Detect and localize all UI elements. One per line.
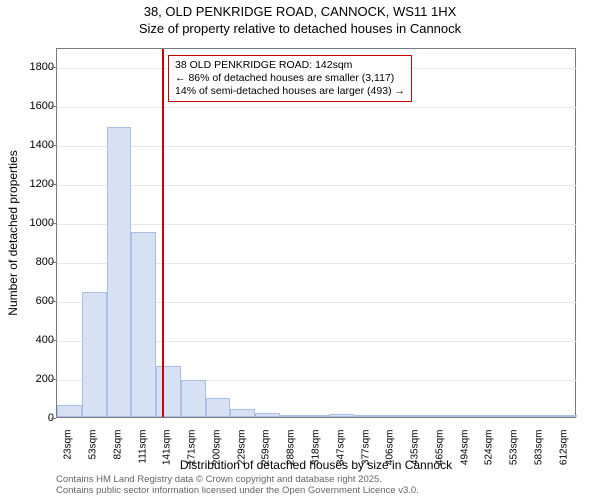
ytick-mark <box>51 379 56 380</box>
histogram-bar <box>379 415 404 417</box>
title-line-2: Size of property relative to detached ho… <box>0 21 600 38</box>
histogram-bar <box>527 415 552 417</box>
histogram-bar <box>428 415 453 417</box>
histogram-bar <box>404 415 429 417</box>
histogram-bar <box>329 414 354 417</box>
y-axis-label: Number of detached properties <box>6 48 26 418</box>
ytick-mark <box>51 262 56 263</box>
histogram-bar <box>503 415 528 417</box>
annotation-line-3: 14% of semi-detached houses are larger (… <box>175 85 405 98</box>
histogram-bar <box>131 232 156 417</box>
ytick-mark <box>51 301 56 302</box>
gridline <box>57 224 577 225</box>
ytick-mark <box>51 340 56 341</box>
footer-line-2: Contains public sector information licen… <box>56 485 419 496</box>
histogram-bar <box>57 405 82 417</box>
plot-area: 38 OLD PENKRIDGE ROAD: 142sqm ← 86% of d… <box>56 48 576 418</box>
histogram-bar <box>552 415 577 417</box>
annotation-line-1: 38 OLD PENKRIDGE ROAD: 142sqm <box>175 59 405 72</box>
histogram-bar <box>280 415 305 417</box>
annotation-line-2: ← 86% of detached houses are smaller (3,… <box>175 72 405 85</box>
footer-attribution: Contains HM Land Registry data © Crown c… <box>56 474 419 497</box>
gridline <box>57 146 577 147</box>
reference-line <box>162 49 164 417</box>
chart-titles: 38, OLD PENKRIDGE ROAD, CANNOCK, WS11 1H… <box>0 4 600 38</box>
histogram-bar <box>453 415 478 417</box>
x-axis-label: Distribution of detached houses by size … <box>56 458 576 472</box>
histogram-bar <box>305 415 330 417</box>
histogram-bar <box>478 415 503 417</box>
ytick-mark <box>51 418 56 419</box>
annotation-box: 38 OLD PENKRIDGE ROAD: 142sqm ← 86% of d… <box>168 55 412 102</box>
ytick-mark <box>51 67 56 68</box>
histogram-bar <box>181 380 206 417</box>
histogram-bar <box>354 415 379 417</box>
ytick-mark <box>51 145 56 146</box>
histogram-bar <box>82 292 107 417</box>
ytick-mark <box>51 223 56 224</box>
gridline <box>57 107 577 108</box>
histogram-bar <box>206 398 231 417</box>
histogram-bar <box>230 409 255 417</box>
histogram-bar <box>107 127 132 417</box>
property-size-histogram: 38, OLD PENKRIDGE ROAD, CANNOCK, WS11 1H… <box>0 0 600 500</box>
ytick-mark <box>51 184 56 185</box>
gridline <box>57 185 577 186</box>
histogram-bar <box>156 366 181 417</box>
ytick-mark <box>51 106 56 107</box>
footer-line-1: Contains HM Land Registry data © Crown c… <box>56 474 419 485</box>
title-line-1: 38, OLD PENKRIDGE ROAD, CANNOCK, WS11 1H… <box>0 4 600 21</box>
histogram-bar <box>255 413 280 417</box>
